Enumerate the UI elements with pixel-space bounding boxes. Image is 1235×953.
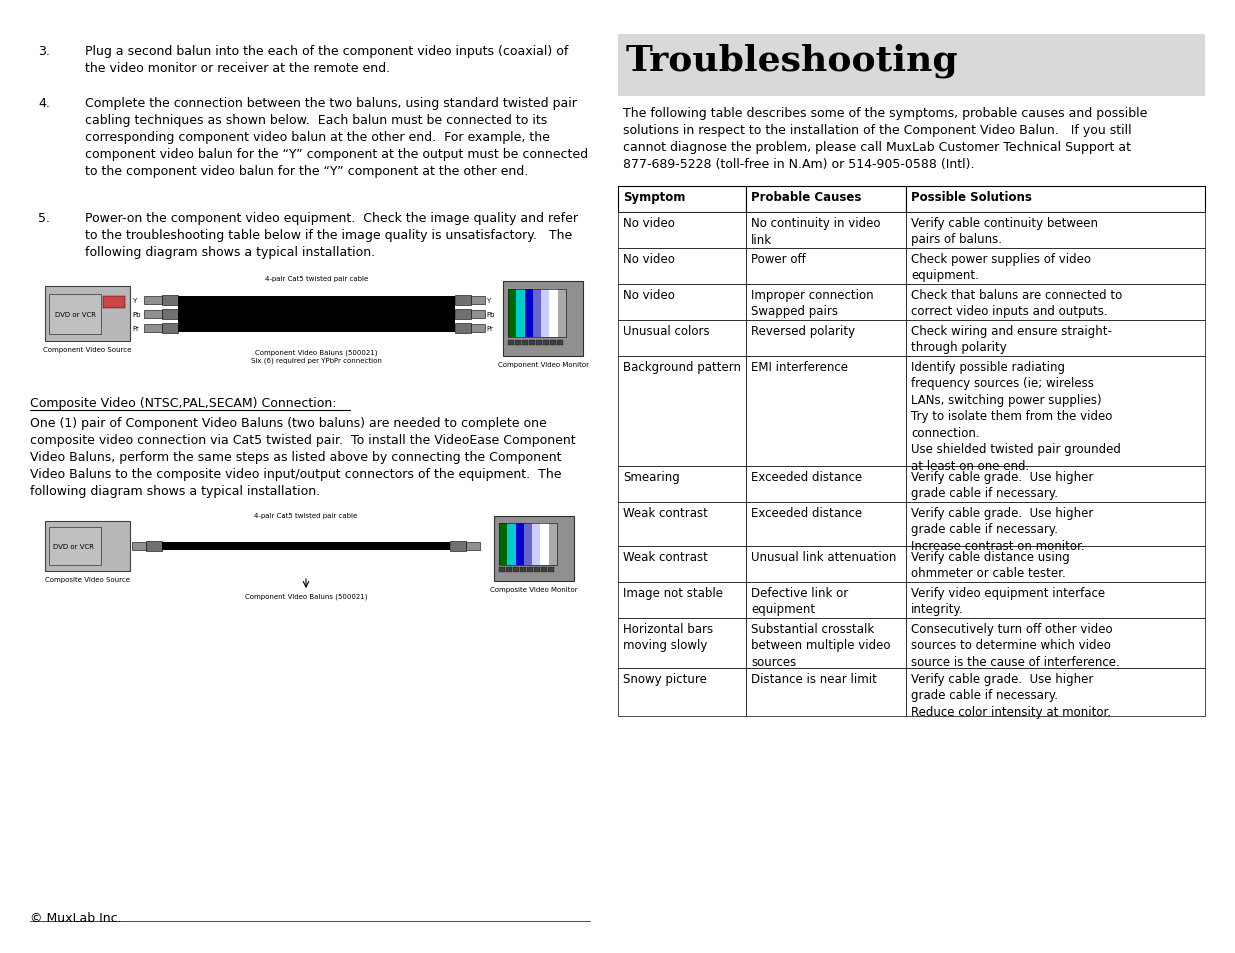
Bar — [746, 618, 906, 668]
Text: Defective link or
equipment: Defective link or equipment — [751, 586, 848, 616]
Bar — [618, 285, 746, 320]
Bar — [529, 340, 535, 346]
Bar — [471, 325, 485, 333]
Text: Image not stable: Image not stable — [622, 586, 722, 599]
Bar — [466, 542, 480, 551]
Bar — [503, 282, 583, 356]
Text: Improper connection
Swapped pairs: Improper connection Swapped pairs — [751, 289, 873, 318]
Bar — [906, 249, 1205, 285]
Bar — [454, 324, 471, 334]
Text: DVD or VCR: DVD or VCR — [53, 543, 94, 550]
Bar — [144, 311, 162, 318]
Text: Exceeded distance: Exceeded distance — [751, 471, 862, 483]
Text: Consecutively turn off other video
sources to determine which video
source is th: Consecutively turn off other video sourc… — [911, 622, 1120, 668]
Bar — [618, 187, 746, 213]
Bar — [906, 546, 1205, 582]
Bar — [746, 187, 906, 213]
Bar — [44, 521, 130, 572]
Text: Snowy picture: Snowy picture — [622, 672, 706, 685]
Bar — [557, 340, 563, 346]
Bar — [49, 294, 101, 335]
Text: Symptom: Symptom — [622, 191, 685, 204]
Bar — [494, 517, 574, 581]
Text: No video: No video — [622, 216, 674, 230]
Bar — [906, 213, 1205, 249]
Bar — [162, 310, 178, 319]
Bar — [450, 541, 466, 552]
Bar — [618, 467, 746, 502]
Text: The following table describes some of the symptoms, probable causes and possible: The following table describes some of th… — [622, 107, 1147, 171]
Bar — [162, 295, 178, 306]
Text: Component Video Source: Component Video Source — [43, 347, 132, 353]
Bar — [746, 668, 906, 717]
Text: Power off: Power off — [751, 253, 805, 266]
Text: Weak contrast: Weak contrast — [622, 551, 708, 563]
Bar — [746, 213, 906, 249]
Text: Identify possible radiating
frequency sources (ie; wireless
LANs, switching powe: Identify possible radiating frequency so… — [911, 360, 1121, 473]
Text: Plug a second balun into the each of the component video inputs (coaxial) of
the: Plug a second balun into the each of the… — [85, 45, 568, 75]
Text: Y: Y — [132, 297, 136, 304]
Bar — [508, 523, 515, 565]
Text: Composite Video (NTSC,PAL,SECAM) Connection:: Composite Video (NTSC,PAL,SECAM) Connect… — [30, 396, 336, 410]
Text: Troubleshooting: Troubleshooting — [626, 43, 958, 77]
Bar — [906, 582, 1205, 618]
Text: No video: No video — [622, 289, 674, 302]
Bar — [454, 295, 471, 306]
Bar — [906, 618, 1205, 668]
Bar — [906, 285, 1205, 320]
Bar — [746, 356, 906, 467]
Text: No continuity in video
link: No continuity in video link — [751, 216, 881, 246]
Text: Pr: Pr — [132, 326, 138, 332]
Bar — [499, 523, 508, 565]
Bar — [516, 290, 525, 337]
Bar — [471, 311, 485, 318]
Text: Unusual link attenuation: Unusual link attenuation — [751, 551, 897, 563]
Bar — [49, 527, 101, 565]
Bar — [906, 356, 1205, 467]
Bar — [906, 320, 1205, 356]
Bar — [178, 296, 454, 333]
Text: Substantial crosstalk
between multiple video
sources: Substantial crosstalk between multiple v… — [751, 622, 890, 668]
Bar — [508, 340, 514, 346]
Bar — [618, 582, 746, 618]
Text: Y: Y — [487, 297, 490, 304]
Text: 4.: 4. — [38, 97, 49, 110]
Text: Pb: Pb — [132, 312, 141, 317]
Bar — [906, 668, 1205, 717]
Bar — [144, 296, 162, 305]
Bar — [746, 467, 906, 502]
Bar — [906, 187, 1205, 213]
Bar — [618, 356, 746, 467]
Bar — [525, 290, 532, 337]
Bar — [515, 523, 524, 565]
Bar — [550, 290, 558, 337]
Bar — [471, 296, 485, 305]
Text: DVD or VCR: DVD or VCR — [54, 312, 95, 317]
Bar — [506, 567, 513, 573]
Text: One (1) pair of Component Video Baluns (two baluns) are needed to complete one
c: One (1) pair of Component Video Baluns (… — [30, 416, 576, 497]
Bar — [548, 523, 557, 565]
Text: Verify cable continuity between
pairs of baluns.: Verify cable continuity between pairs of… — [911, 216, 1098, 246]
Bar — [746, 249, 906, 285]
Text: Component Video Baluns (500021)
Six (6) required per YPbPr connection: Component Video Baluns (500021) Six (6) … — [251, 350, 382, 364]
Text: Check wiring and ensure straight-
through polarity: Check wiring and ensure straight- throug… — [911, 325, 1112, 355]
Text: Unusual colors: Unusual colors — [622, 325, 710, 337]
Text: Horizontal bars
moving slowly: Horizontal bars moving slowly — [622, 622, 713, 652]
Bar — [532, 523, 541, 565]
Text: Verify cable grade.  Use higher
grade cable if necessary.: Verify cable grade. Use higher grade cab… — [911, 471, 1093, 500]
Text: 5.: 5. — [38, 212, 49, 225]
Bar — [618, 668, 746, 717]
Bar — [746, 285, 906, 320]
Text: Verify cable grade.  Use higher
grade cable if necessary.
Reduce color intensity: Verify cable grade. Use higher grade cab… — [911, 672, 1112, 719]
Text: Pr: Pr — [487, 326, 493, 332]
Bar — [103, 296, 125, 309]
Bar — [508, 290, 566, 337]
Bar — [906, 502, 1205, 546]
Bar — [524, 523, 532, 565]
Bar — [618, 320, 746, 356]
Bar — [536, 340, 542, 346]
Text: Check power supplies of video
equipment.: Check power supplies of video equipment. — [911, 253, 1091, 282]
Text: Composite Video Monitor: Composite Video Monitor — [490, 586, 578, 593]
Text: Smearing: Smearing — [622, 471, 679, 483]
Bar — [534, 567, 540, 573]
